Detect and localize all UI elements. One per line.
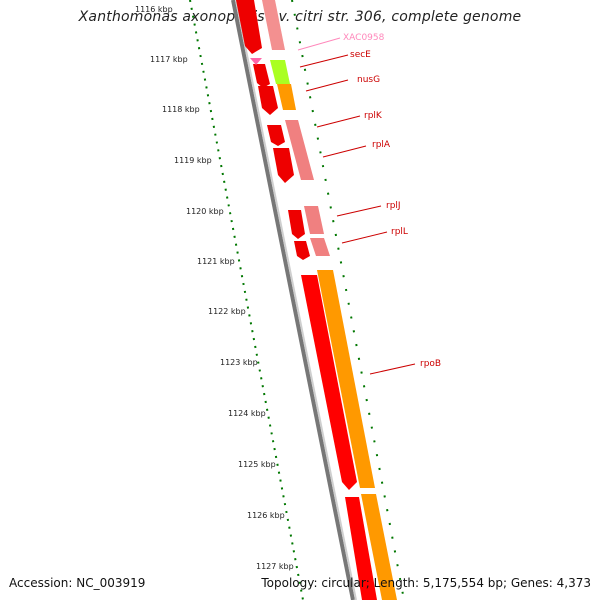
gene-label-rplL: rplL: [391, 227, 408, 237]
gene-arrow-red: [288, 210, 305, 239]
feature-track-inner: [236, 0, 377, 600]
accession-text: Accession: NC_003919: [9, 576, 146, 590]
gene-block-nusG: [277, 84, 296, 110]
gene-label-xac0958: XAC0958: [343, 33, 385, 43]
gene-arrow-red: [294, 241, 310, 260]
genome-backbone: [231, 0, 355, 600]
gene-label-rpoB: rpoB: [420, 359, 441, 369]
gene-label-rplA: rplA: [372, 140, 391, 150]
callout-line: [341, 231, 388, 244]
ruler-label: 1121 kbp: [197, 257, 235, 266]
ruler-label: 1123 kbp: [220, 358, 258, 367]
ruler-label: 1120 kbp: [186, 207, 224, 216]
gene-block-trna: [304, 206, 324, 234]
gene-labels: XAC0958 secE nusG rplK rplA rplJ rplL rp…: [343, 33, 441, 369]
ruler-label: 1117 kbp: [150, 55, 188, 64]
gene-callouts: [297, 37, 416, 375]
callout-line: [369, 363, 416, 375]
gene-arrow-red: [253, 64, 270, 88]
gene-block-trna: [310, 238, 330, 256]
ruler-label: 1122 kbp: [208, 307, 246, 316]
gene-label-nusG: nusG: [357, 75, 380, 85]
callout-line: [322, 145, 367, 158]
gene-block-trna: [262, 0, 285, 50]
ruler-label: 1119 kbp: [174, 156, 212, 165]
gene-block-secE: [270, 60, 290, 84]
ruler-label: 1118 kbp: [162, 105, 200, 114]
map-title: Xanthomonas axonopodis pv. citri str. 30…: [78, 9, 522, 25]
callout-line: [336, 205, 382, 217]
ruler-labels: 1116 kbp 1117 kbp 1118 kbp 1119 kbp 1120…: [135, 5, 294, 571]
gene-block-rpoB: [317, 270, 375, 488]
gene-arrow-red: [345, 497, 377, 600]
gene-arrow-red: [236, 0, 262, 54]
feature-track-outer: [250, 0, 397, 600]
genome-stats-text: Topology: circular; Length: 5,175,554 bp…: [261, 576, 591, 590]
ruler-label: 1124 kbp: [228, 409, 266, 418]
callout-line: [297, 37, 341, 51]
gene-arrow-red: [267, 125, 285, 146]
callout-line: [305, 79, 349, 92]
gene-arrow-red: [273, 148, 294, 183]
callout-line: [316, 115, 361, 128]
gene-label-secE: secE: [350, 50, 371, 60]
ruler-label: 1116 kbp: [135, 5, 173, 14]
ruler-rail-left: [189, 0, 304, 600]
callout-line: [299, 54, 349, 68]
gene-label-rplK: rplK: [364, 111, 383, 121]
gene-arrow-red: [301, 275, 357, 490]
ruler-label: 1125 kbp: [238, 460, 276, 469]
genome-backbone-highlight: [235, 0, 357, 600]
gene-label-rplJ: rplJ: [386, 201, 401, 211]
gene-arrow-red: [258, 86, 278, 115]
gene-small-pink: [250, 58, 262, 65]
gene-block-rpoB: [361, 494, 397, 600]
gene-block-trna: [285, 120, 314, 180]
ruler-label: 1127 kbp: [256, 562, 294, 571]
ruler-label: 1126 kbp: [247, 511, 285, 520]
